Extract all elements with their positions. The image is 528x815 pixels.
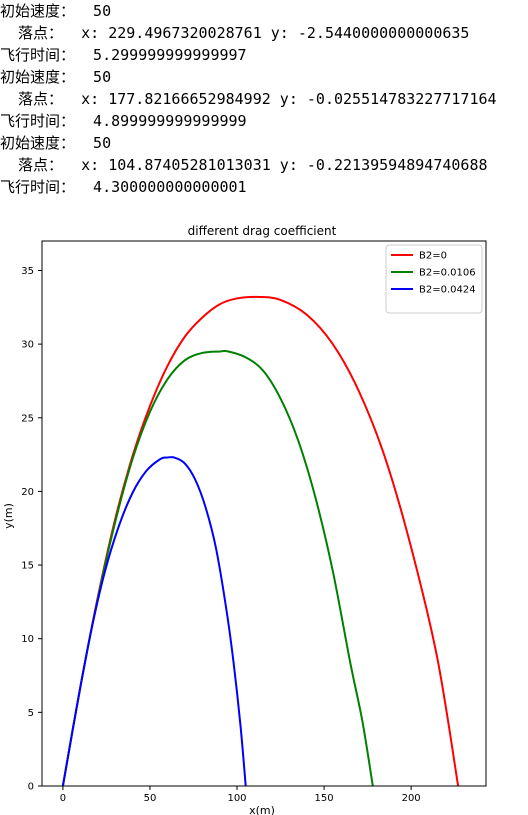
legend-label: B2=0.0424 [419, 285, 476, 296]
x-tick-label: 100 [227, 793, 246, 804]
x-axis-label: x(m) [249, 804, 275, 815]
series-line-2 [61, 349, 374, 787]
plot-frame [41, 240, 487, 787]
legend-box [385, 244, 483, 314]
y-tick-label: 5 [28, 708, 34, 719]
y-tick-label: 10 [21, 634, 34, 645]
series-line-3 [61, 456, 247, 787]
output-line: 初始速度： 50 [0, 134, 112, 152]
legend: B2=0 B2=0.0106 B2=0.0424 [385, 244, 483, 314]
legend-label: B2=0.0106 [419, 268, 476, 279]
y-tick-label: 25 [21, 413, 34, 424]
ticks-layer: 0 50 100 150 200 0 5 10 15 20 25 30 35 [21, 266, 420, 804]
series-line-1 [61, 295, 460, 787]
output-line: 初始速度： 50 [0, 2, 112, 20]
chart-title: different drag coefficient [188, 224, 337, 238]
output-line: 落点： x: 177.82166652984992 y: -0.02551478… [0, 90, 497, 108]
console-output: 初始速度： 50 落点： x: 229.4967320028761 y: -2.… [0, 0, 528, 198]
y-tick-label: 30 [21, 340, 34, 351]
output-line: 飞行时间： 4.899999999999999 [0, 112, 247, 130]
y-tick-label: 20 [21, 487, 34, 498]
output-line: 飞行时间： 4.300000000000001 [0, 178, 247, 196]
output-line: 落点： x: 104.87405281013031 y: -0.22139594… [0, 156, 488, 174]
legend-entries: B2=0 B2=0.0106 B2=0.0424 [391, 251, 476, 296]
x-tick-label: 150 [315, 793, 334, 804]
y-tick-label: 0 [28, 782, 34, 793]
y-tick-label: 35 [21, 266, 34, 277]
trajectory-chart: different drag coefficient 0 50 100 150 2000… [2, 224, 487, 815]
y-axis-label: y(m) [2, 503, 15, 529]
x-tick-label: 0 [60, 793, 66, 804]
y-tick-label: 15 [21, 561, 34, 572]
x-tick-label: 50 [144, 793, 157, 804]
output-line: 初始速度： 50 [0, 68, 112, 86]
x-tick-label: 200 [402, 793, 421, 804]
series-layer [61, 295, 460, 787]
legend-label: B2=0 [419, 251, 447, 262]
output-line: 落点： x: 229.4967320028761 y: -2.544000000… [0, 24, 470, 42]
output-line: 飞行时间： 5.299999999999997 [0, 46, 247, 64]
